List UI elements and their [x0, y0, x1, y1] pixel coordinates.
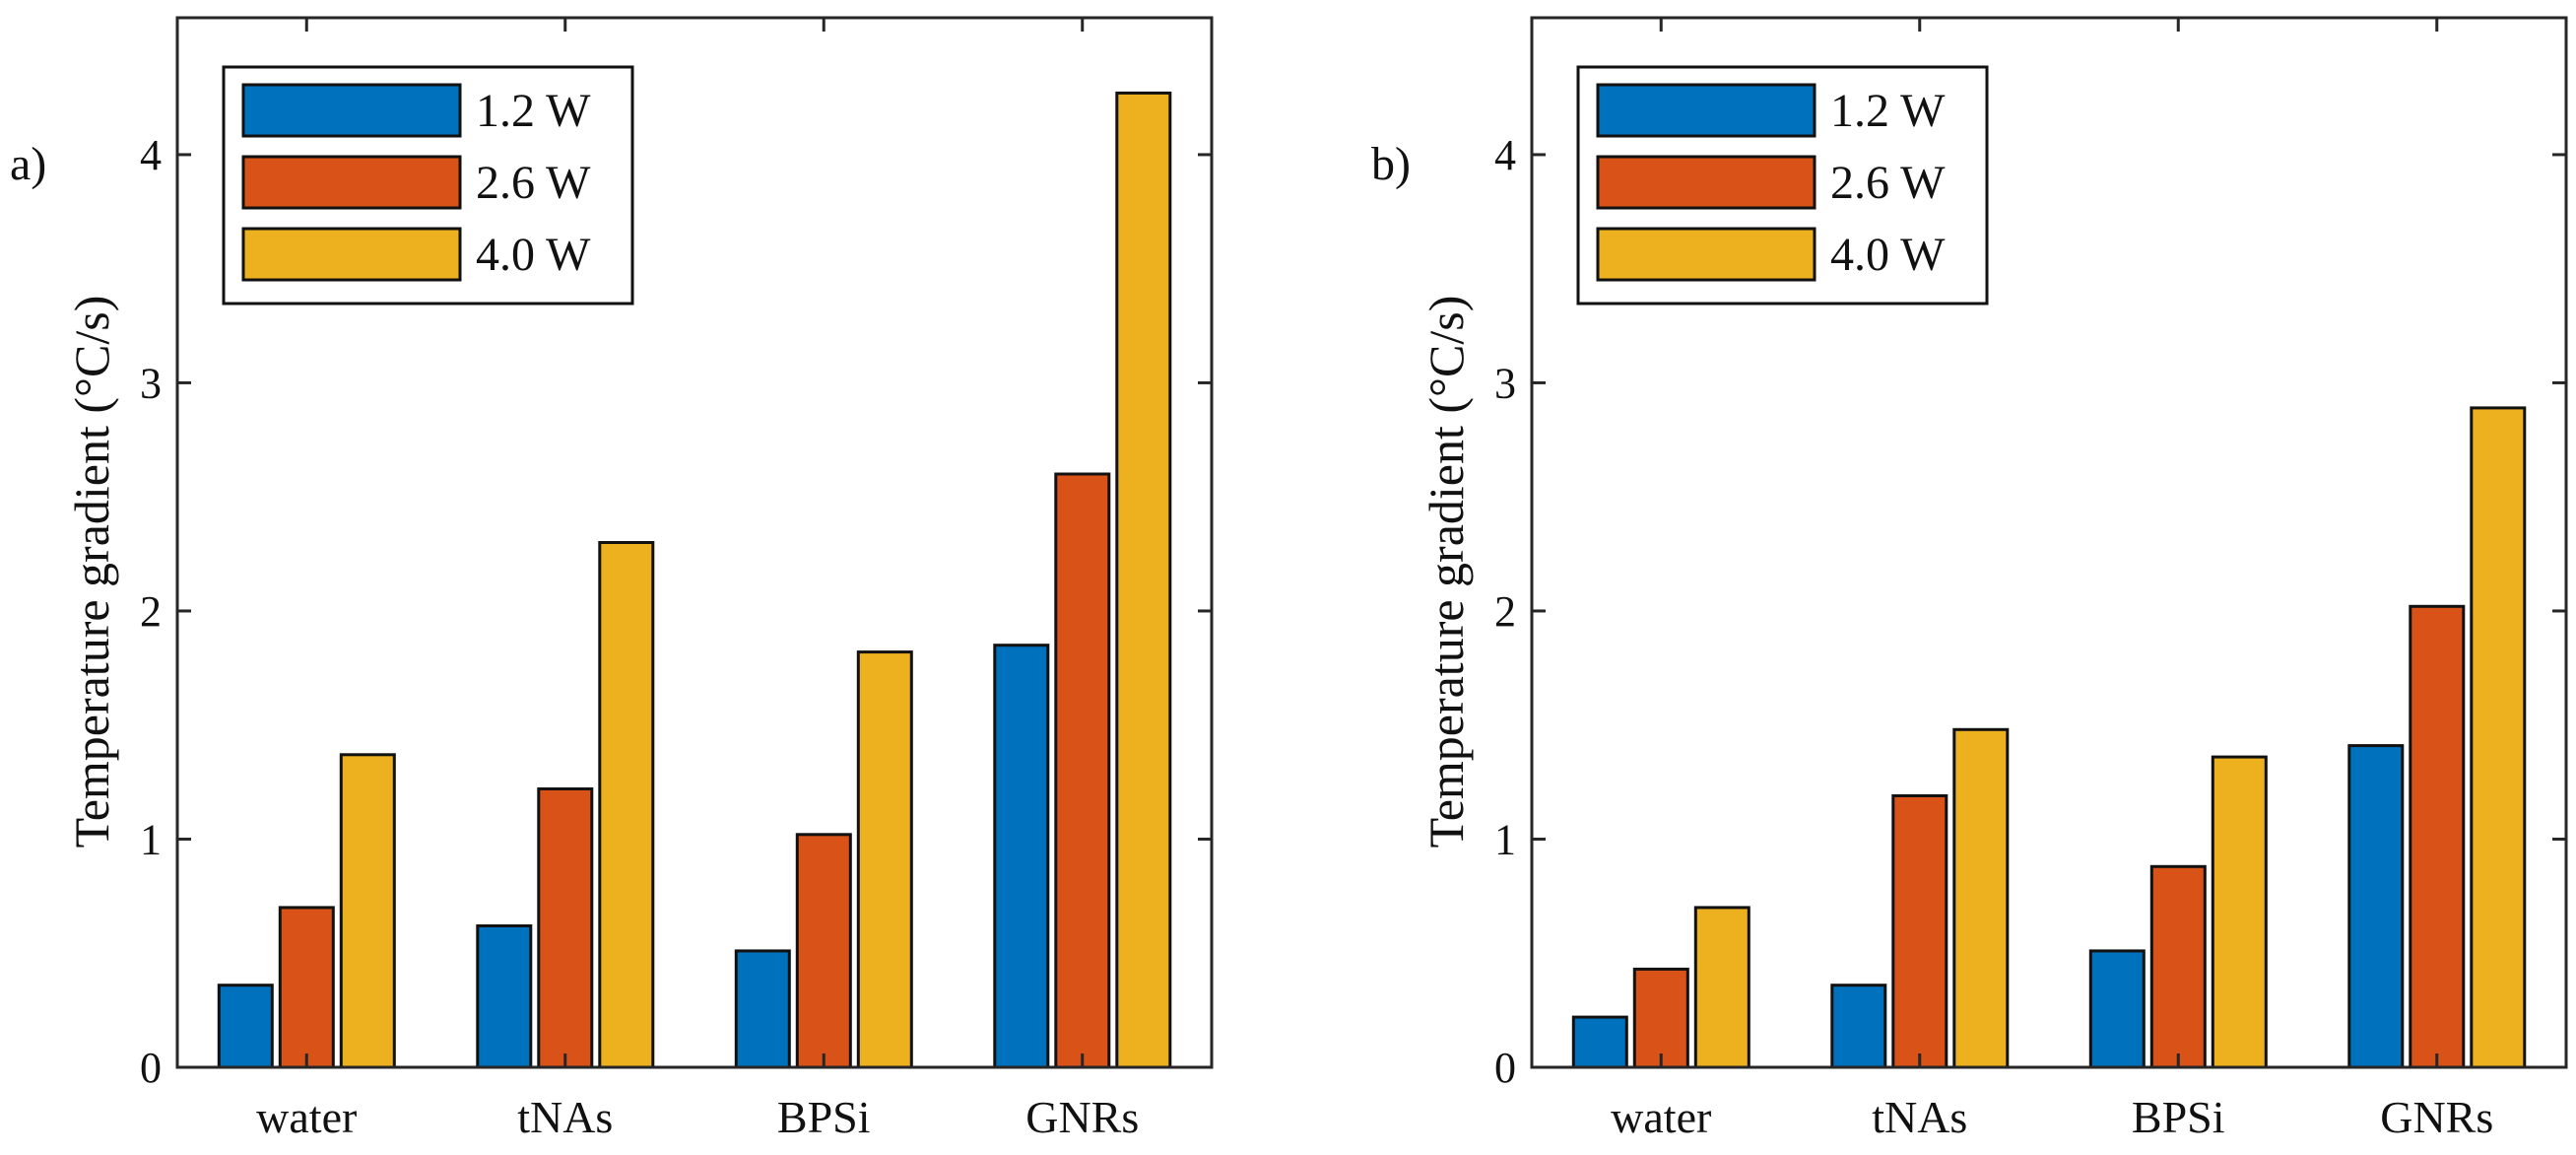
- panel-b-bar-GNRs-12W: [2347, 744, 2405, 1069]
- panel-b-x-tick-label: tNAs: [1872, 1092, 1967, 1142]
- panel-b-bar-GNRs-40W: [2470, 406, 2527, 1069]
- panel-b-y-tick-label: 0: [1494, 1044, 1516, 1092]
- panel-b-legend-swatch-12W: [1596, 83, 1816, 138]
- panel-b-legend-label: 2.6 W: [1830, 157, 1946, 209]
- panel-b-bar-BPSi-40W: [2211, 755, 2268, 1069]
- panel-b-y-axis-title: Temperature gradient (°C/s): [1419, 296, 1474, 849]
- panel-b-legend-swatch-26W: [1596, 155, 1816, 210]
- panel-a-bar-tNAs-12W: [476, 924, 533, 1069]
- panel-b-y-tick-label: 2: [1494, 587, 1516, 636]
- panel-a-y-axis-title: Temperature gradient (°C/s): [64, 296, 119, 849]
- panel-b-bar-BPSi-26W: [2149, 864, 2207, 1069]
- panel-b-legend-label: 4.0 W: [1830, 229, 1946, 281]
- panel-b-bar-GNRs-26W: [2409, 604, 2466, 1069]
- panel-a-bar-water-26W: [278, 906, 335, 1069]
- panel-b-plot-area: 0 1 2 3 4 water tNAs BPSi GNRs 1.2 W 2.6 W 4.0 W: [1494, 16, 2568, 1142]
- panel-a-bar-water-12W: [217, 984, 274, 1069]
- panel-b-x-tick-label: GNRs: [2380, 1092, 2493, 1142]
- panel-a-x-tick-label: water: [256, 1092, 357, 1142]
- panel-a-legend-label: 2.6 W: [476, 157, 591, 209]
- panel-a-y-tick-label: 4: [140, 131, 162, 179]
- panel-a-x-tick-label: GNRs: [1025, 1092, 1139, 1142]
- panel-b-axes-box: [1530, 16, 2568, 1069]
- panel-a-x-tick-label: BPSi: [777, 1092, 871, 1142]
- panel-a-y-tick-label: 1: [140, 815, 162, 863]
- panel-a: a) Temperature gradient (°C/s) 0 1 2 3 4 wate…: [10, 16, 1214, 1142]
- panel-b-y-tick-label: 1: [1494, 815, 1516, 863]
- panel-a-bar-tNAs-40W: [598, 541, 655, 1069]
- panel-a-legend-swatch-26W: [241, 155, 462, 210]
- panel-a-y-tick-label: 0: [140, 1044, 162, 1092]
- panel-b-bar-tNAs-12W: [1830, 984, 1887, 1069]
- panel-a-y-tick-label: 2: [140, 587, 162, 636]
- panel-b-bar-tNAs-26W: [1891, 794, 1949, 1069]
- panel-b-x-tick-label: BPSi: [2132, 1092, 2225, 1142]
- panel-a-bar-BPSi-40W: [856, 650, 913, 1069]
- panel-b: b) Temperature gradient (°C/s) 0 1 2 3 4 wate…: [1371, 16, 2568, 1142]
- panel-a-legend-label: 1.2 W: [476, 85, 591, 137]
- panel-b-x-tick-label: water: [1611, 1092, 1711, 1142]
- panel-a-label: a): [10, 138, 46, 190]
- panel-b-bar-water-40W: [1693, 906, 1750, 1069]
- panel-a-legend-swatch-40W: [241, 227, 462, 282]
- panel-b-bar-BPSi-12W: [2088, 949, 2146, 1069]
- panel-a-bar-GNRs-26W: [1054, 472, 1111, 1069]
- panel-a-bar-GNRs-40W: [1115, 91, 1172, 1069]
- panel-a-bar-tNAs-26W: [537, 787, 594, 1069]
- panel-b-y-tick-label: 4: [1494, 131, 1516, 179]
- panel-b-legend-swatch-40W: [1596, 227, 1816, 282]
- panel-a-axes-box: [175, 16, 1214, 1069]
- panel-b-label: b): [1371, 138, 1411, 190]
- panel-b-bar-water-12W: [1571, 1015, 1628, 1069]
- panel-b-bar-water-26W: [1632, 967, 1689, 1069]
- panel-a-bar-GNRs-12W: [993, 644, 1050, 1069]
- panel-b-y-tick-label: 3: [1494, 359, 1516, 407]
- panel-a-bar-BPSi-26W: [795, 833, 852, 1069]
- panel-a-x-tick-label: tNAs: [517, 1092, 613, 1142]
- panel-a-legend-swatch-12W: [241, 83, 462, 138]
- panel-a-plot-area: 0 1 2 3 4 water tNAs BPSi GNRs 1.2 W 2.6 W 4.0 W: [140, 16, 1214, 1142]
- panel-a-bar-BPSi-12W: [734, 949, 791, 1069]
- panel-b-legend-label: 1.2 W: [1830, 85, 1946, 137]
- panel-a-legend-label: 4.0 W: [476, 229, 591, 281]
- panel-a-bar-water-40W: [339, 753, 396, 1069]
- panel-a-y-tick-label: 3: [140, 359, 162, 407]
- panel-b-bar-tNAs-40W: [1952, 727, 2010, 1069]
